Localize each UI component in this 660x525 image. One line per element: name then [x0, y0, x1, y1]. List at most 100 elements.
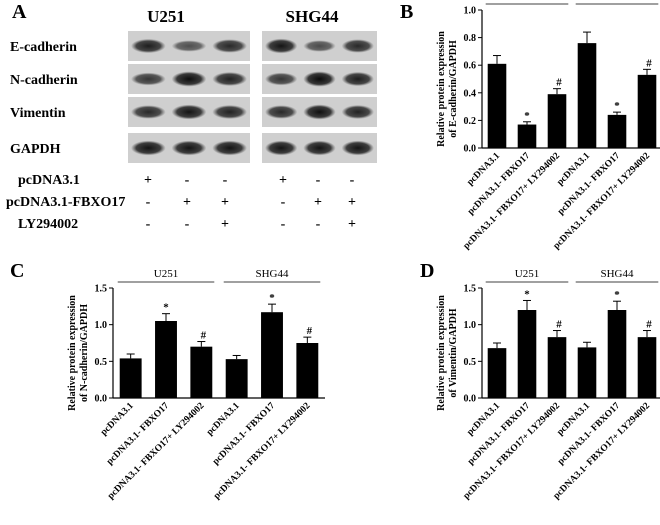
treatment-sign: + — [348, 217, 356, 232]
significance-mark: * — [614, 289, 620, 301]
panel-letter: B — [400, 1, 413, 23]
blot-band — [341, 140, 375, 156]
treatment-sign: - — [316, 173, 321, 188]
significance-mark: * — [524, 288, 530, 300]
group-label: SHG44 — [600, 268, 634, 280]
blot-band — [265, 105, 298, 119]
significance-mark: # — [556, 77, 562, 89]
treatment-sign: + — [221, 195, 229, 210]
treatment-sign: - — [350, 173, 355, 188]
cell-line-title-shg44: SHG44 — [286, 7, 339, 26]
blot-band — [303, 71, 336, 87]
treatment-sign: - — [185, 217, 190, 232]
protein-label: E-cadherin — [10, 40, 77, 55]
bar — [517, 124, 537, 148]
treatment-sign: - — [223, 173, 228, 188]
bar — [261, 312, 283, 398]
bar — [190, 346, 213, 398]
y-tick-label: 1.0 — [95, 320, 108, 331]
blot-band — [131, 140, 166, 156]
y-tick-label: 1.0 — [464, 320, 477, 331]
chart-panel-d: D 0.0 0.5 1.0 1.5 Relative protein expression… — [420, 260, 660, 501]
chart-panel-c: C 0.0 0.5 1.0 1.5 Relative protein expression… — [10, 260, 325, 501]
protein-label: GAPDH — [10, 142, 61, 157]
y-tick-label: 1.0 — [464, 6, 477, 17]
significance-mark: * — [524, 110, 530, 122]
x-tick-label: pcDNA3.1- FBXO17 — [211, 401, 277, 467]
treatment-sign: - — [281, 217, 286, 232]
bar — [225, 359, 248, 398]
blot-band — [171, 40, 207, 52]
blot-band — [265, 140, 298, 156]
bar — [487, 348, 507, 398]
treatment-sign: + — [183, 195, 191, 210]
treatment-sign: + — [348, 195, 356, 210]
blot-band — [212, 39, 248, 53]
blot-band — [212, 72, 248, 86]
blot-band — [212, 105, 248, 119]
y-axis-label: Relative protein expression — [436, 295, 447, 411]
y-tick-label: 0.0 — [464, 144, 477, 155]
x-tick-label: pcDNA3.1 — [205, 401, 242, 438]
treatment-sign: - — [185, 173, 190, 188]
blot-band — [171, 140, 207, 156]
treatment-table: pcDNA3.1 + - - + - - pcDNA3.1-FBXO17 - + + - + + LY294… — [6, 173, 356, 232]
bar — [296, 343, 319, 398]
blot-band — [341, 105, 375, 119]
treatment-label: pcDNA3.1 — [18, 173, 80, 188]
y-axis-label: of E-cadherin/GAPDH — [448, 40, 459, 138]
blot-band — [341, 39, 375, 53]
cell-line-title-u251: U251 — [147, 7, 185, 26]
y-tick-label: 1.5 — [464, 284, 477, 295]
y-tick-label: 0.6 — [464, 61, 477, 72]
blot-band — [303, 40, 336, 52]
bar — [155, 321, 177, 398]
y-tick-label: 0.5 — [95, 357, 108, 368]
group-label: U251 — [515, 0, 539, 2]
bar — [547, 94, 567, 148]
blot-band — [341, 71, 375, 87]
treatment-sign: - — [146, 217, 151, 232]
bar — [487, 63, 507, 148]
bar — [547, 337, 567, 398]
bar — [577, 347, 597, 398]
y-axis-label: of Vimentin/GAPDH — [448, 308, 459, 397]
treatment-sign: + — [221, 217, 229, 232]
treatment-sign: + — [144, 173, 152, 188]
western-blot-panel: E-cadherin N-cadherin Vimentin GAPDH — [10, 31, 377, 163]
y-tick-label: 0.5 — [464, 357, 477, 368]
y-axis-label: of N-cadherin/GAPDH — [79, 304, 90, 402]
blot-band — [171, 104, 207, 120]
blot-band — [131, 38, 166, 54]
significance-mark: # — [201, 330, 207, 342]
x-tick-label: pcDNA3.1 — [99, 401, 136, 438]
bar — [637, 74, 657, 148]
significance-mark: # — [556, 319, 562, 331]
significance-mark: # — [646, 57, 652, 69]
bar — [607, 310, 627, 398]
treatment-label: pcDNA3.1-FBXO17 — [6, 195, 125, 210]
panel-letter-a: A — [12, 1, 27, 23]
blot-band — [212, 140, 248, 156]
treatment-label: LY294002 — [18, 217, 78, 232]
blot-band — [303, 140, 336, 156]
y-tick-label: 0.0 — [95, 394, 108, 405]
significance-mark: * — [163, 302, 169, 314]
treatment-sign: - — [281, 195, 286, 210]
y-axis-label: Relative protein expression — [436, 31, 447, 147]
blot-band — [265, 72, 298, 86]
panel-letter: D — [420, 260, 434, 282]
protein-label: Vimentin — [10, 106, 66, 121]
group-label: SHG44 — [600, 0, 634, 2]
bar — [577, 43, 597, 149]
y-axis-label: Relative protein expression — [67, 295, 78, 411]
blot-band — [303, 104, 336, 120]
bar — [637, 337, 657, 398]
blot-band — [265, 38, 298, 54]
group-label: U251 — [154, 268, 178, 280]
significance-mark: # — [307, 325, 313, 337]
chart-panel-b: B 0.0 0.2 0.4 0.6 0.8 1.0 Relative protein expr… — [400, 0, 660, 251]
group-label: SHG44 — [255, 268, 289, 280]
bar — [607, 114, 627, 148]
